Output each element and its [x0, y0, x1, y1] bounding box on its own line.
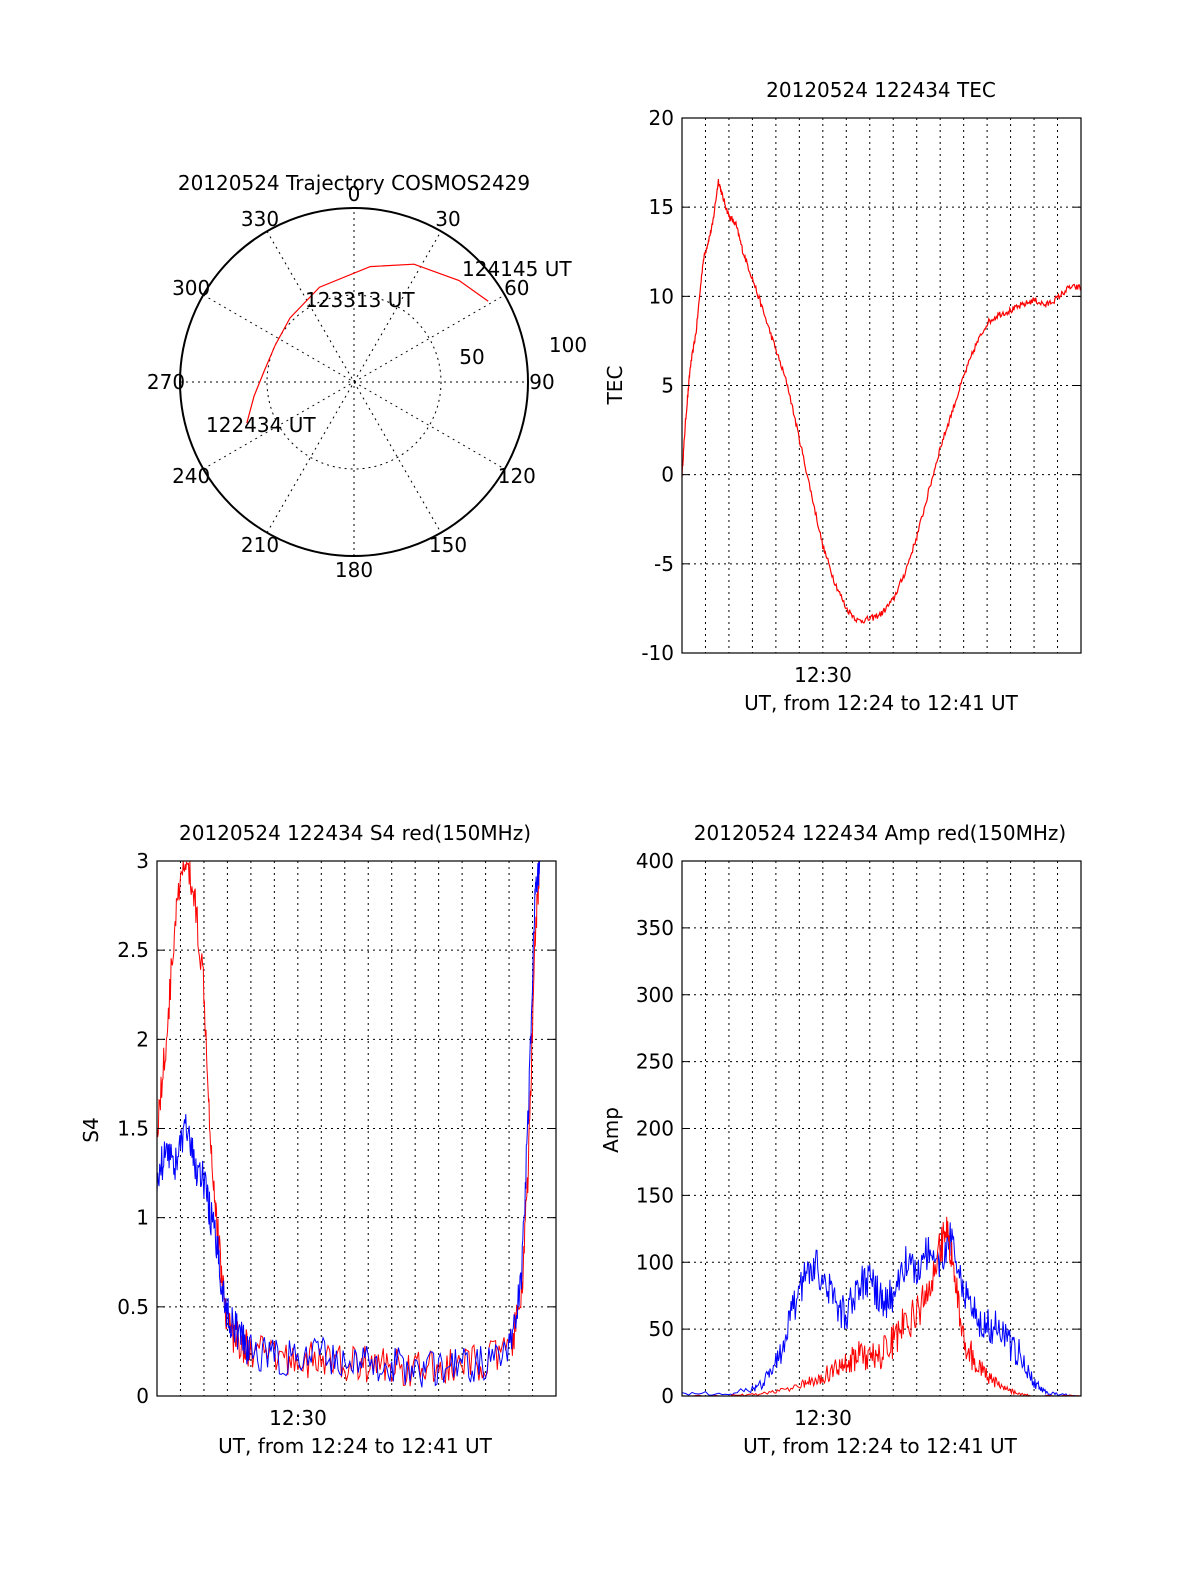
polar-azimuth-label: 240	[172, 464, 210, 488]
s4-y-tick-label: 2	[136, 1027, 149, 1051]
amp-y-ticks: 400 350 300 250 200 150 100 50 0	[636, 849, 1081, 1408]
amp-y-axis-label: Amp	[599, 1107, 623, 1153]
amp-y-tick-label: 100	[636, 1250, 674, 1274]
s4-y-tick-label: 0	[136, 1384, 149, 1408]
polar-azimuth-label: 180	[335, 558, 373, 582]
s4-y-tick-label: 1	[136, 1206, 149, 1230]
tec-y-tick-label: 0	[661, 463, 674, 487]
amp-y-tick-label: 400	[636, 849, 674, 873]
tec-grid	[682, 118, 1081, 653]
polar-azimuth-label: 0	[348, 182, 361, 206]
polar-annotation: 123313 UT	[305, 288, 415, 312]
amp-x-axis-label: UT, from 12:24 to 12:41 UT	[743, 1434, 1018, 1458]
s4-blue-series-line	[156, 860, 541, 1388]
s4-y-axis-label: S4	[79, 1117, 103, 1142]
tec-series-line	[681, 178, 1082, 624]
amp-chart: 20120524 122434 Amp red(150MHz) 400 350 30…	[599, 821, 1082, 1458]
s4-y-tick-label: 1.5	[117, 1117, 149, 1141]
s4-grid	[157, 861, 556, 1396]
polar-annotation: 124145 UT	[462, 257, 572, 281]
amp-y-tick-label: 300	[636, 983, 674, 1007]
polar-title: 20120524 Trajectory COSMOS2429	[178, 171, 530, 195]
amp-title: 20120524 122434 Amp red(150MHz)	[694, 821, 1066, 845]
tec-x-tick-label: 12:30	[794, 663, 852, 687]
tec-y-ticks: 20 15 10 5 0 -5 -10	[641, 106, 1081, 665]
amp-blue-series-line	[681, 1222, 1081, 1397]
s4-title: 20120524 122434 S4 red(150MHz)	[179, 821, 531, 845]
s4-y-ticks: 3 2.5 2 1.5 1 0.5 0	[117, 849, 556, 1408]
s4-y-tick-label: 3	[136, 849, 149, 873]
s4-y-tick-label: 2.5	[117, 938, 149, 962]
amp-y-tick-label: 200	[636, 1117, 674, 1141]
polar-azimuth-label: 60	[504, 276, 529, 300]
polar-azimuth-label: 210	[241, 533, 279, 557]
tec-y-tick-label: 5	[661, 374, 674, 398]
tec-y-tick-label: 15	[649, 195, 674, 219]
amp-grid	[682, 861, 1081, 1396]
amp-y-tick-label: 150	[636, 1183, 674, 1207]
polar-spokes	[180, 208, 528, 556]
tec-y-tick-label: 10	[649, 284, 674, 308]
tec-y-axis-label: TEC	[603, 366, 627, 406]
tec-x-axis-label: UT, from 12:24 to 12:41 UT	[744, 691, 1019, 715]
polar-azimuth-labels: 0 30 60 90 120 150 180 210 240 270 300 330	[147, 182, 555, 582]
tec-y-tick-label: -5	[654, 552, 674, 576]
polar-radial-label: 100	[549, 333, 587, 357]
amp-y-tick-label: 0	[661, 1384, 674, 1408]
polar-ring	[266, 294, 442, 470]
polar-radial-label: 50	[459, 345, 484, 369]
polar-azimuth-label: 270	[147, 370, 185, 394]
polar-azimuth-label: 300	[172, 276, 210, 300]
s4-y-tick-label: 0.5	[117, 1295, 149, 1319]
polar-azimuth-label: 150	[429, 533, 467, 557]
polar-chart: 20120524 Trajectory COSMOS2429 0 30 60 90 12…	[147, 171, 587, 582]
amp-y-tick-label: 50	[649, 1317, 674, 1341]
s4-red-series-line	[156, 860, 540, 1387]
amp-y-tick-label: 350	[636, 916, 674, 940]
s4-x-tick-label: 12:30	[269, 1406, 327, 1430]
tec-title: 20120524 122434 TEC	[766, 78, 996, 102]
polar-azimuth-label: 330	[241, 207, 279, 231]
s4-x-axis-label: UT, from 12:24 to 12:41 UT	[218, 1434, 493, 1458]
polar-azimuth-label: 120	[498, 464, 536, 488]
polar-azimuth-label: 90	[529, 370, 554, 394]
polar-annotation: 122434 UT	[206, 413, 316, 437]
amp-y-tick-label: 250	[636, 1050, 674, 1074]
amp-x-tick-label: 12:30	[794, 1406, 852, 1430]
s4-chart: 20120524 122434 S4 red(150MHz) 3 2.5 2 1.5 1…	[79, 821, 557, 1458]
tec-y-tick-label: -10	[641, 641, 674, 665]
polar-trajectory-line	[246, 263, 489, 424]
polar-azimuth-label: 30	[435, 207, 460, 231]
amp-red-series-line	[682, 1216, 1082, 1397]
polar-spoke	[266, 231, 442, 533]
tec-y-tick-label: 20	[649, 106, 674, 130]
